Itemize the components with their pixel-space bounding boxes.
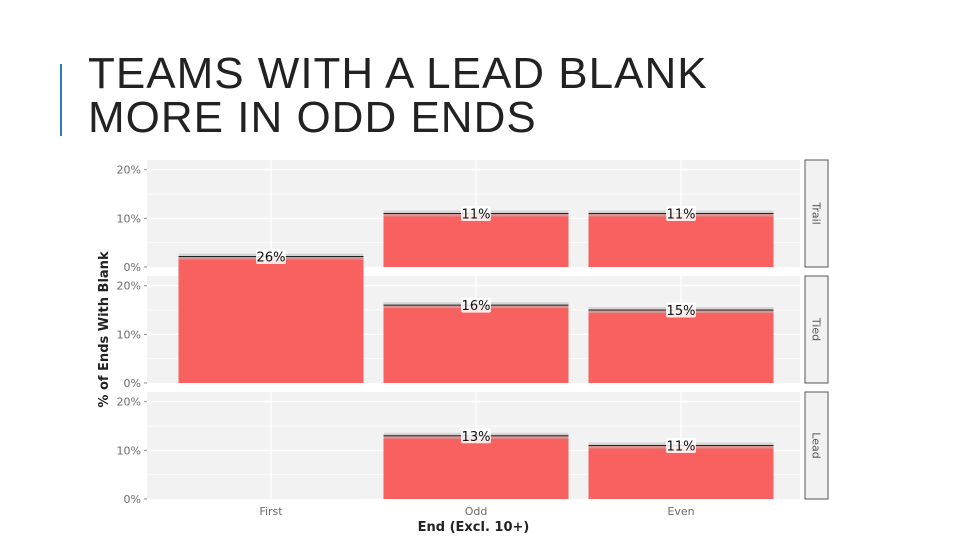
title-accent-bar <box>60 64 62 136</box>
facet-strip-label: Lead <box>810 432 823 458</box>
data-label: 26% <box>257 251 286 266</box>
bar <box>588 310 774 383</box>
data-label-box <box>256 249 286 265</box>
data-label: 13% <box>462 430 491 445</box>
data-label: 16% <box>462 299 491 314</box>
y-tick-label: 20% <box>117 396 141 409</box>
y-tick-label: 10% <box>117 328 141 341</box>
data-label: 11% <box>462 208 491 223</box>
data-label-box <box>461 206 491 221</box>
y-tick-label: 20% <box>117 280 141 293</box>
bar <box>178 256 364 383</box>
data-label-box <box>666 302 696 318</box>
y-tick-label: 10% <box>117 444 141 457</box>
y-tick-label: 10% <box>117 212 141 225</box>
data-label-box <box>666 206 696 221</box>
bar <box>383 435 569 499</box>
data-label: 11% <box>667 440 696 455</box>
facet-strip <box>804 159 829 268</box>
bar <box>383 213 569 267</box>
facet-strip <box>804 275 829 384</box>
data-label-box <box>461 297 491 313</box>
data-label-box <box>666 438 696 453</box>
y-tick-label: 0% <box>124 377 141 390</box>
data-label-box <box>461 428 491 444</box>
y-tick-label: 0% <box>124 261 141 274</box>
x-tick-label: Odd <box>465 505 488 518</box>
data-label: 15% <box>667 304 696 319</box>
bar <box>588 445 774 499</box>
bar <box>588 213 774 267</box>
facet-strip <box>804 391 829 500</box>
x-tick-label: Even <box>667 505 694 518</box>
y-tick-label: 20% <box>117 164 141 177</box>
x-axis-title: End (Excl. 10+) <box>418 520 530 535</box>
slide-title-line-2: MORE IN ODD ENDS <box>88 93 537 142</box>
x-tick-label: First <box>259 505 283 518</box>
facet-strip-label: Tied <box>810 317 823 341</box>
bar <box>383 305 569 383</box>
y-axis-title: % of Ends With Blank <box>97 251 112 408</box>
facet-strip-label: Trail <box>810 201 823 224</box>
data-label: 11% <box>667 208 696 223</box>
y-tick-label: 0% <box>124 493 141 506</box>
slide-title: TEAMS WITH A LEAD BLANK MORE IN ODD ENDS <box>88 52 708 140</box>
slide-title-line-1: TEAMS WITH A LEAD BLANK <box>88 49 708 98</box>
